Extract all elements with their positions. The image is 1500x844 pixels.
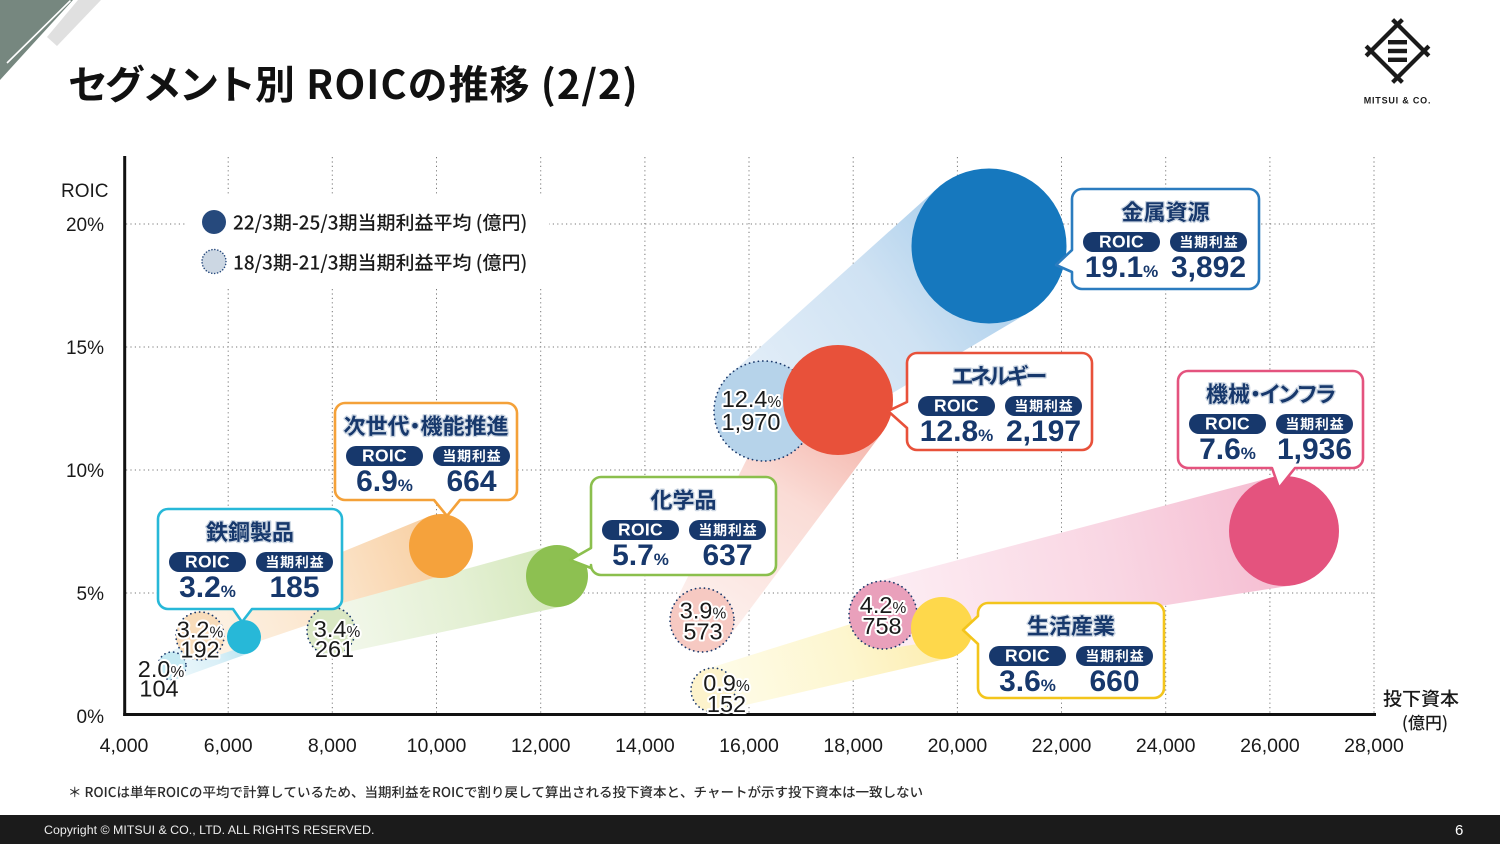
svg-text:14,000: 14,000 [615, 735, 675, 757]
svg-text:20,000: 20,000 [928, 735, 988, 757]
svg-text:2,197: 2,197 [1006, 415, 1081, 448]
svg-text:MITSUI & CO.: MITSUI & CO. [1364, 96, 1432, 106]
svg-text:26,000: 26,000 [1240, 735, 1300, 757]
svg-text:104: 104 [139, 676, 178, 702]
svg-text:Copyright © MITSUI & CO., LTD.: Copyright © MITSUI & CO., LTD. ALL RIGHT… [44, 823, 374, 837]
svg-text:152: 152 [707, 691, 746, 717]
svg-text:637: 637 [702, 539, 752, 572]
svg-text:1,936: 1,936 [1277, 433, 1352, 466]
svg-text:3,892: 3,892 [1171, 251, 1246, 284]
svg-text:16,000: 16,000 [719, 735, 779, 757]
svg-text:24,000: 24,000 [1136, 735, 1196, 757]
svg-text:185: 185 [269, 571, 319, 604]
svg-text:8,000: 8,000 [308, 735, 357, 757]
svg-text:22,000: 22,000 [1032, 735, 1092, 757]
svg-text:3.4%: 3.4% [314, 616, 361, 642]
svg-text:10%: 10% [66, 461, 104, 482]
svg-text:28,000: 28,000 [1344, 735, 1404, 757]
svg-text:660: 660 [1089, 665, 1139, 698]
svg-text:4,000: 4,000 [100, 735, 149, 757]
svg-text:20%: 20% [66, 215, 104, 236]
svg-text:573: 573 [683, 619, 722, 645]
svg-text:15%: 15% [66, 338, 104, 359]
svg-text:18,000: 18,000 [823, 735, 883, 757]
svg-text:6: 6 [1455, 822, 1463, 839]
svg-text:6.9%: 6.9% [356, 465, 413, 498]
svg-text:ROIC: ROIC [61, 181, 109, 202]
svg-text:5%: 5% [77, 584, 105, 605]
svg-text:0%: 0% [77, 707, 105, 728]
svg-text:192: 192 [180, 637, 219, 663]
svg-text:261: 261 [315, 636, 354, 662]
svg-text:664: 664 [446, 465, 496, 498]
svg-text:758: 758 [862, 613, 901, 639]
svg-text:6,000: 6,000 [204, 735, 253, 757]
svg-text:10,000: 10,000 [407, 735, 467, 757]
svg-text:3.9%: 3.9% [680, 598, 727, 624]
svg-text:1,970: 1,970 [722, 409, 781, 435]
svg-text:12.4%: 12.4% [722, 386, 782, 412]
svg-text:0.9%: 0.9% [703, 670, 750, 696]
svg-text:12,000: 12,000 [511, 735, 571, 757]
